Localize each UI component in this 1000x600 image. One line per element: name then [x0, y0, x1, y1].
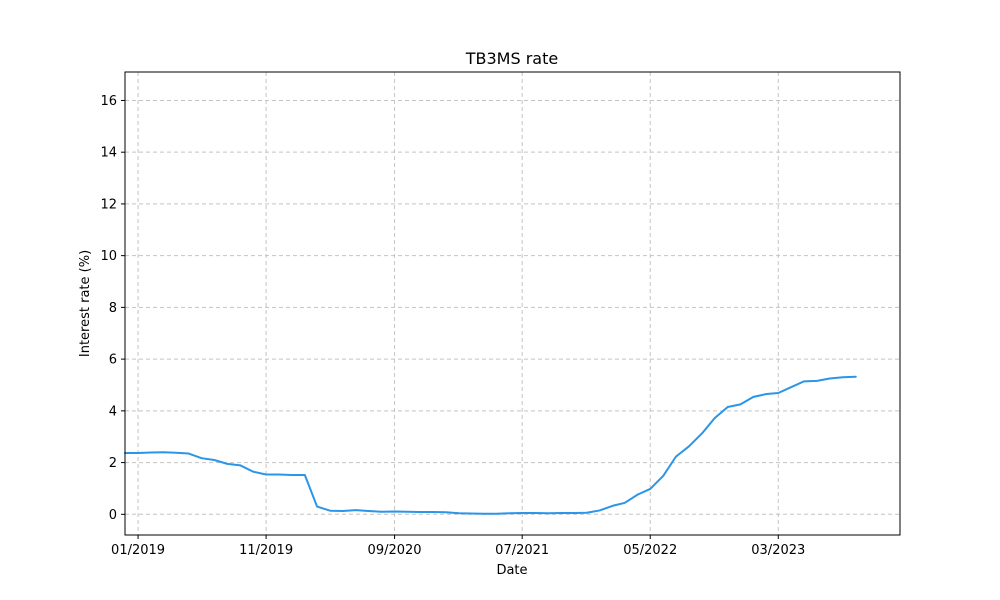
axes-frame	[124, 71, 901, 536]
x-tick-label: 05/2022	[623, 543, 677, 558]
y-tick-label: 6	[109, 353, 117, 368]
grid-layer	[125, 72, 900, 535]
y-tick-label: 2	[109, 456, 117, 471]
chart-title: TB3MS rate	[465, 49, 558, 68]
y-tick-label: 8	[109, 301, 117, 316]
series-layer	[124, 375, 857, 515]
y-tick-label: 0	[109, 508, 117, 523]
y-tick-label: 4	[109, 404, 117, 419]
tick-layer: 0 2 4 6 8 10 12 14 16 01/2019 11/2019 09/2020 07/202…	[100, 94, 805, 558]
x-tick-label: 11/2019	[239, 543, 293, 558]
y-tick-label: 16	[100, 94, 117, 109]
x-tick-label: 03/2023	[751, 543, 805, 558]
x-tick-label: 07/2021	[495, 543, 549, 558]
y-tick-label: 12	[100, 197, 117, 212]
x-axis-label: Date	[496, 563, 527, 578]
y-tick-label: 14	[100, 146, 117, 161]
y-tick-label: 10	[100, 249, 117, 264]
series-line	[124, 375, 857, 515]
x-tick-label: 09/2020	[368, 543, 422, 558]
y-axis-label: Interest rate (%)	[78, 250, 93, 357]
x-tick-label: 01/2019	[111, 543, 165, 558]
